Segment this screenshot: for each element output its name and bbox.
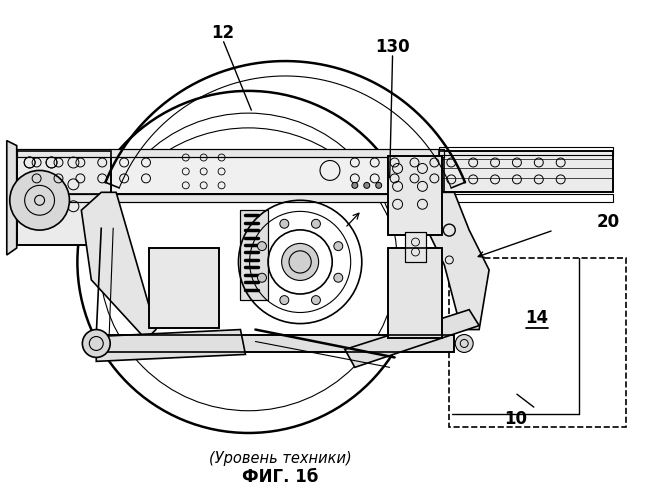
Circle shape — [258, 274, 267, 282]
Circle shape — [334, 274, 343, 282]
Bar — [404, 232, 426, 262]
Circle shape — [280, 220, 289, 228]
Circle shape — [334, 242, 343, 250]
Bar — [17, 194, 445, 202]
Bar — [439, 150, 613, 192]
Bar — [17, 194, 445, 202]
Bar — [96, 334, 454, 352]
Circle shape — [312, 296, 321, 304]
Text: (Уровень техники): (Уровень техники) — [209, 452, 352, 466]
Bar — [96, 334, 454, 352]
Bar — [17, 148, 445, 156]
Circle shape — [455, 334, 473, 352]
Polygon shape — [345, 310, 479, 368]
Bar — [387, 156, 443, 235]
Circle shape — [376, 182, 382, 188]
Polygon shape — [428, 192, 489, 330]
Text: 14: 14 — [525, 308, 548, 326]
Bar — [439, 150, 613, 192]
Bar — [387, 156, 443, 235]
Bar — [17, 150, 111, 245]
Bar — [439, 194, 613, 202]
Polygon shape — [6, 140, 17, 255]
Bar — [17, 152, 445, 194]
Circle shape — [352, 182, 358, 188]
Bar — [387, 248, 443, 338]
Circle shape — [258, 242, 267, 250]
Bar — [439, 146, 613, 154]
Circle shape — [10, 170, 69, 230]
Circle shape — [282, 244, 319, 281]
Bar — [387, 248, 443, 338]
Circle shape — [364, 182, 370, 188]
Text: 20: 20 — [597, 213, 620, 231]
Bar — [149, 248, 219, 328]
Text: 12: 12 — [211, 24, 234, 42]
Circle shape — [312, 220, 321, 228]
Text: 130: 130 — [375, 38, 410, 56]
Text: ФИГ. 1б: ФИГ. 1б — [242, 468, 319, 485]
Bar — [17, 150, 111, 245]
Circle shape — [82, 330, 110, 357]
Bar — [241, 210, 268, 300]
Bar — [241, 210, 268, 300]
Polygon shape — [81, 192, 156, 340]
Bar — [17, 152, 445, 194]
Bar — [149, 248, 219, 328]
Text: 10: 10 — [504, 410, 528, 428]
Polygon shape — [96, 330, 245, 362]
Bar — [17, 148, 445, 156]
Bar — [449, 258, 626, 427]
Circle shape — [280, 296, 289, 304]
Bar — [404, 232, 426, 262]
